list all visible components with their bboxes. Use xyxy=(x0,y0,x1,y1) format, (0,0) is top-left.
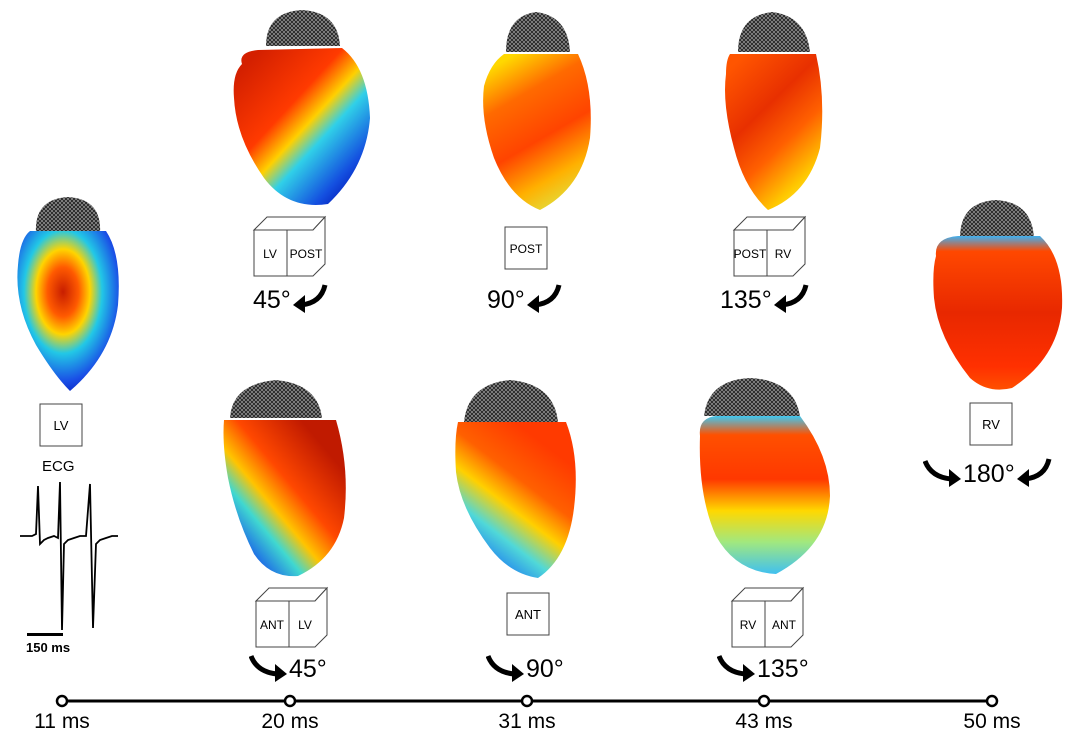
ecg-trace xyxy=(18,478,122,643)
ecg-scale-bar xyxy=(27,633,63,636)
timeline-tick-43ms xyxy=(757,694,771,708)
curved-arrow-left-icon xyxy=(525,283,563,318)
angle-text: 45° xyxy=(253,286,291,314)
cube-left-label: ANT xyxy=(260,618,285,632)
orientation-cube-ant-lv: ANT LV xyxy=(254,586,329,649)
heart-map-post-90 xyxy=(470,8,600,213)
cube-left-label: POST xyxy=(734,247,767,261)
angle-text: 135° xyxy=(720,286,772,314)
cube-right-label: POST xyxy=(290,247,323,261)
rotation-label-ant-135: 135° xyxy=(716,652,809,687)
ecg-scale-label: 150 ms xyxy=(26,640,71,655)
angle-text: 180° xyxy=(963,460,1015,488)
rotation-label-post-90: 90° xyxy=(487,283,563,318)
orientation-cube-post-rv: POST RV xyxy=(732,215,807,278)
timeline-tick-20ms xyxy=(283,694,297,708)
heart-map-rv-180 xyxy=(928,198,1068,394)
timeline-tick-11ms xyxy=(55,694,69,708)
box-label: LV xyxy=(54,418,69,433)
box-label: ANT xyxy=(515,607,541,622)
orientation-cube-lv-post: LV POST xyxy=(252,215,327,278)
orientation-box-post: POST xyxy=(504,226,548,270)
heart-map-ant-90 xyxy=(450,378,590,580)
angle-text: 135° xyxy=(757,655,809,683)
timeline-label-0: 11 ms xyxy=(34,710,90,733)
heart-map-ant-45 xyxy=(218,378,354,580)
timeline-label-2: 31 ms xyxy=(498,710,556,733)
angle-text: 45° xyxy=(289,655,327,683)
curved-arrow-right-icon xyxy=(922,457,963,492)
timeline-label-1: 20 ms xyxy=(261,710,319,733)
heart-map-ant-135 xyxy=(696,376,836,578)
cube-left-label: RV xyxy=(740,618,756,632)
rotation-label-post-135: 135° xyxy=(720,283,810,318)
curved-arrow-right-icon xyxy=(716,652,757,687)
box-label: POST xyxy=(510,242,543,256)
curved-arrow-left-icon xyxy=(1015,457,1053,492)
curved-arrow-right-icon xyxy=(248,652,289,687)
heart-map-post-135 xyxy=(718,8,828,213)
timeline-tick-50ms xyxy=(985,694,999,708)
angle-text: 90° xyxy=(526,655,564,683)
heart-map-lv xyxy=(8,195,124,395)
curved-arrow-left-icon xyxy=(772,283,810,318)
orientation-cube-rv-ant: RV ANT xyxy=(730,586,805,649)
heart-map-post-45 xyxy=(228,8,376,213)
cube-left-label: LV xyxy=(263,247,277,261)
orientation-box-lv: LV xyxy=(39,403,83,447)
timeline-tick-31ms xyxy=(520,694,534,708)
ecg-title: ECG xyxy=(42,458,75,475)
cube-right-label: LV xyxy=(298,618,312,632)
angle-text: 90° xyxy=(487,286,525,314)
rotation-label-ant-45: 45° xyxy=(248,652,327,687)
curved-arrow-right-icon xyxy=(485,652,526,687)
orientation-box-ant: ANT xyxy=(506,592,550,636)
box-label: RV xyxy=(982,417,1000,432)
timeline-label-3: 43 ms xyxy=(735,710,793,733)
orientation-box-rv: RV xyxy=(969,402,1013,446)
rotation-label-post-45: 45° xyxy=(253,283,329,318)
cube-right-label: RV xyxy=(775,247,791,261)
rotation-label-ant-90: 90° xyxy=(485,652,564,687)
curved-arrow-left-icon xyxy=(291,283,329,318)
timeline-label-4: 50 ms xyxy=(963,710,1021,733)
cube-right-label: ANT xyxy=(772,618,797,632)
rotation-label-rv-180: 180° xyxy=(922,457,1053,492)
